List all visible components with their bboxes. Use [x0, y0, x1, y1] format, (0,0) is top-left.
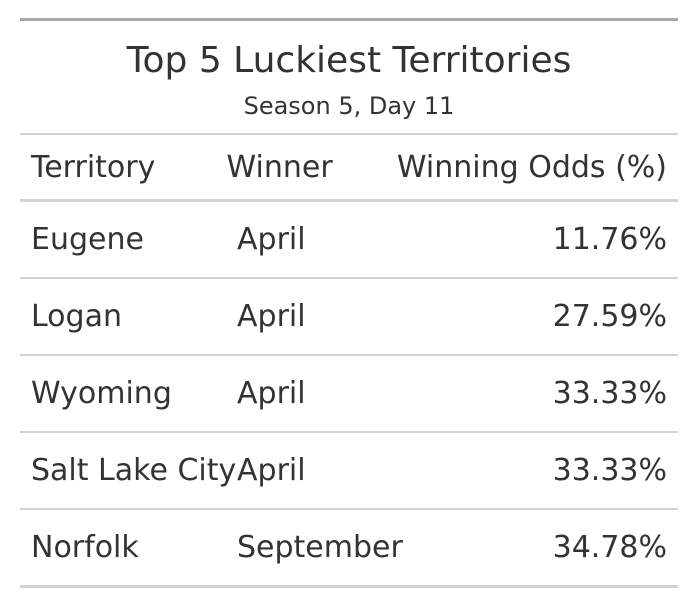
cell-territory: Norfolk — [31, 530, 139, 565]
cell-territory: Logan — [31, 299, 122, 334]
cell-winning-odds: 33.33% — [552, 453, 667, 488]
cell-winner: April — [237, 453, 306, 488]
cell-winning-odds: 27.59% — [552, 299, 667, 334]
cell-winning-odds: 33.33% — [552, 376, 667, 411]
table-title: Top 5 Luckiest Territories — [126, 40, 572, 81]
header-top-rule — [20, 133, 678, 135]
table-row: Eugene April 11.76% — [20, 202, 678, 279]
header-bottom-rule — [20, 199, 678, 202]
table-top-rule — [20, 18, 678, 21]
luckiest-territories-table: Top 5 Luckiest Territories Season 5, Day… — [20, 18, 678, 588]
table-row: Wyoming April 33.33% — [20, 356, 678, 433]
column-header-territory: Territory — [31, 149, 156, 185]
table-row: Logan April 27.59% — [20, 279, 678, 356]
cell-winner: April — [237, 376, 306, 411]
cell-territory: Eugene — [31, 222, 144, 257]
cell-winning-odds: 11.76% — [552, 222, 667, 257]
cell-winning-odds: 34.78% — [552, 530, 667, 565]
cell-winner: April — [237, 222, 306, 257]
cell-territory: Wyoming — [31, 376, 172, 411]
cell-winner: September — [237, 530, 403, 565]
table-subtitle: Season 5, Day 11 — [243, 92, 455, 120]
table-row: Norfolk September 34.78% — [20, 510, 678, 588]
column-header-winning-odds: Winning Odds (%) — [396, 149, 667, 185]
cell-territory: Salt Lake City — [31, 453, 237, 488]
column-header-winner: Winner — [226, 149, 333, 185]
cell-winner: April — [237, 299, 306, 334]
table-row: Salt Lake City April 33.33% — [20, 433, 678, 510]
table-header-row: Territory Winner Winning Odds (%) — [20, 135, 678, 199]
